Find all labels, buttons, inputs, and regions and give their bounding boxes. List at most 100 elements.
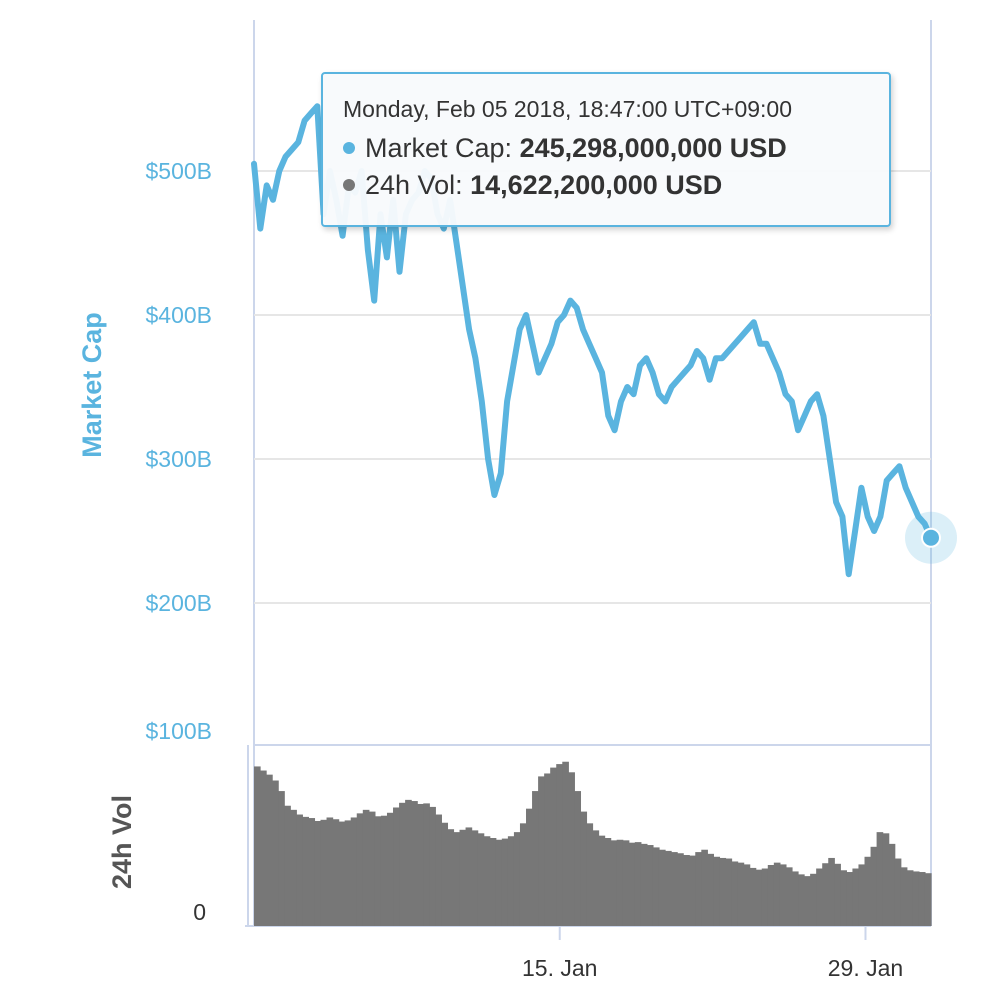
volume-bar: [840, 870, 847, 926]
volume-bar: [816, 868, 823, 926]
y-tick-label: $100B: [145, 718, 212, 744]
volume-bar: [677, 853, 684, 926]
volume-bar: [471, 830, 479, 926]
volume-bar: [924, 873, 932, 926]
volume-bar: [278, 791, 285, 926]
volume-bar: [791, 871, 799, 926]
volume-bar: [326, 817, 334, 926]
volume-bar: [483, 836, 491, 926]
volume-bar: [489, 838, 497, 926]
volume-bar: [507, 836, 515, 926]
volume-bar: [622, 840, 630, 926]
volume-bar: [900, 867, 908, 926]
volume-bar: [658, 849, 666, 926]
volume-bar: [918, 872, 926, 926]
x-tick-label: 15. Jan: [522, 955, 597, 981]
volume-bar: [562, 761, 569, 926]
volume-bar: [749, 867, 757, 926]
volume-bar: [731, 861, 739, 926]
volume-bar: [725, 858, 733, 926]
y-tick-label: $200B: [145, 590, 212, 616]
volume-bar: [834, 863, 841, 926]
volume-bar: [350, 817, 358, 926]
tooltip-volume-row: 24h Vol: 14,622,200,000 USD: [343, 170, 869, 201]
volume-axis-title: 24h Vol: [107, 795, 137, 889]
volume-bar: [864, 856, 872, 926]
market-cap-line: [251, 103, 934, 578]
volume-bar: [260, 770, 267, 926]
volume-bar: [556, 764, 563, 926]
volume-bar: [671, 852, 678, 926]
tooltip-market-cap-value: 245,298,000,000 USD: [519, 133, 787, 163]
volume-bar: [284, 805, 291, 926]
volume-bar: [332, 819, 340, 926]
volume-bar: [435, 814, 442, 926]
y-tick-label: $500B: [145, 158, 212, 184]
volume-bar: [338, 821, 346, 926]
volume-bar: [441, 822, 449, 926]
tooltip-market-cap-label: Market Cap:: [365, 133, 520, 163]
volume-bar: [399, 802, 406, 926]
volume-bar: [755, 869, 763, 926]
volume-bar: [894, 858, 902, 926]
volume-bar: [773, 862, 781, 926]
market-cap-dot-icon: [343, 141, 355, 154]
volume-bar: [912, 871, 920, 926]
volume-bar: [501, 838, 509, 926]
tooltip-date: Monday, Feb 05 2018, 18:47:00 UTC+09:00: [343, 96, 793, 122]
volume-bar: [828, 857, 835, 926]
volume-bar: [870, 846, 878, 926]
volume-bar: [701, 849, 708, 926]
tooltip-volume-label: 24h Vol:: [365, 170, 471, 200]
volume-bar: [785, 867, 793, 926]
volume-bar: [852, 868, 860, 926]
axis-label-layer: $100B $200B $300B $400B $500B 0 15. Jan 29. Jan: [145, 158, 903, 981]
volume-bar: [652, 847, 660, 926]
volume-bar: [882, 833, 890, 926]
volume-bar: [526, 808, 533, 926]
volume-bar: [519, 823, 527, 926]
volume-bar: [544, 773, 551, 926]
volume-bar: [290, 809, 297, 926]
volume-bar: [713, 856, 721, 926]
volume-bar: [302, 816, 309, 926]
volume-bar: [320, 819, 328, 926]
volume-bar: [683, 855, 690, 926]
volume-bar: [707, 853, 714, 926]
volume-bar: [429, 806, 436, 926]
volume-bar: [532, 791, 539, 926]
volume-bar: [779, 864, 787, 926]
volume-bar: [810, 873, 817, 926]
volume-bar: [417, 803, 424, 926]
volume-bar: [586, 823, 594, 926]
x-tick-label: 29. Jan: [828, 955, 903, 981]
volume-bar: [743, 864, 751, 926]
volume-bar: [719, 857, 727, 926]
volume-bar: [598, 835, 606, 926]
volume-bar: [574, 791, 582, 926]
volume-y-tick-label: 0: [193, 899, 206, 925]
volume-bar: [447, 829, 455, 926]
volume-bar: [628, 842, 636, 926]
volume-bar: [604, 838, 612, 926]
volume-bar: [634, 842, 642, 926]
volume-bar: [453, 832, 461, 926]
volume-bar: [737, 862, 745, 926]
volume-bar: [374, 816, 382, 926]
volume-bar: [405, 799, 412, 926]
volume-bar: [538, 776, 545, 926]
volume-bar: [477, 833, 485, 926]
volume-bar: [356, 813, 364, 926]
volume-bar: [362, 809, 370, 926]
volume-bar: [592, 830, 600, 926]
volume-bar: [368, 811, 376, 926]
market-cap-line-layer: [251, 103, 957, 578]
volume-bar: [411, 801, 418, 926]
volume-bar: [254, 766, 261, 926]
volume-bar: [314, 820, 322, 926]
volume-bar: [296, 814, 303, 926]
volume-bar: [393, 807, 400, 926]
volume-bar: [822, 863, 829, 926]
volume-bar: [888, 843, 896, 926]
